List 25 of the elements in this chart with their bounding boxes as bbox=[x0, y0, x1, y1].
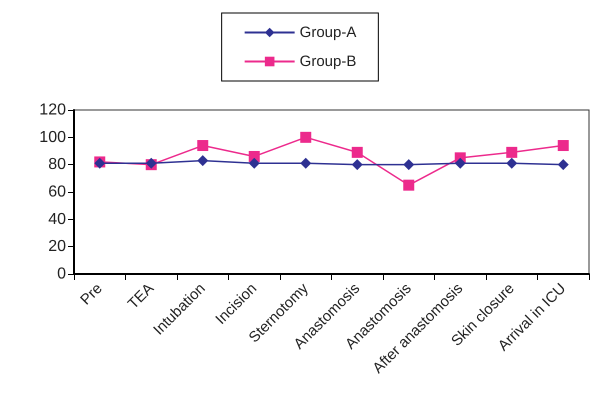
point bbox=[403, 180, 414, 191]
y-tick-label: 40 bbox=[48, 210, 66, 228]
y-tick-label: 80 bbox=[48, 156, 66, 174]
point bbox=[403, 159, 414, 170]
point bbox=[506, 158, 518, 169]
y-tick-label: 20 bbox=[48, 238, 66, 256]
point bbox=[506, 146, 518, 158]
x-tick-label: Pre bbox=[77, 280, 106, 309]
point bbox=[352, 146, 363, 158]
x-tick-label: TEA bbox=[124, 280, 158, 313]
legend-label: Group-B bbox=[300, 53, 356, 70]
point bbox=[454, 158, 466, 169]
point bbox=[352, 159, 363, 170]
point bbox=[300, 158, 312, 169]
point bbox=[558, 159, 569, 170]
point bbox=[197, 140, 208, 152]
y-tick-label: 120 bbox=[39, 102, 66, 118]
y-tick-label: 60 bbox=[48, 184, 66, 200]
point bbox=[248, 158, 260, 169]
y-tick-label: 100 bbox=[39, 128, 66, 146]
point bbox=[558, 140, 569, 152]
point bbox=[300, 132, 312, 143]
point bbox=[197, 155, 208, 166]
legend-label: Group-A bbox=[300, 24, 356, 41]
y-tick-label: 0 bbox=[57, 266, 66, 282]
